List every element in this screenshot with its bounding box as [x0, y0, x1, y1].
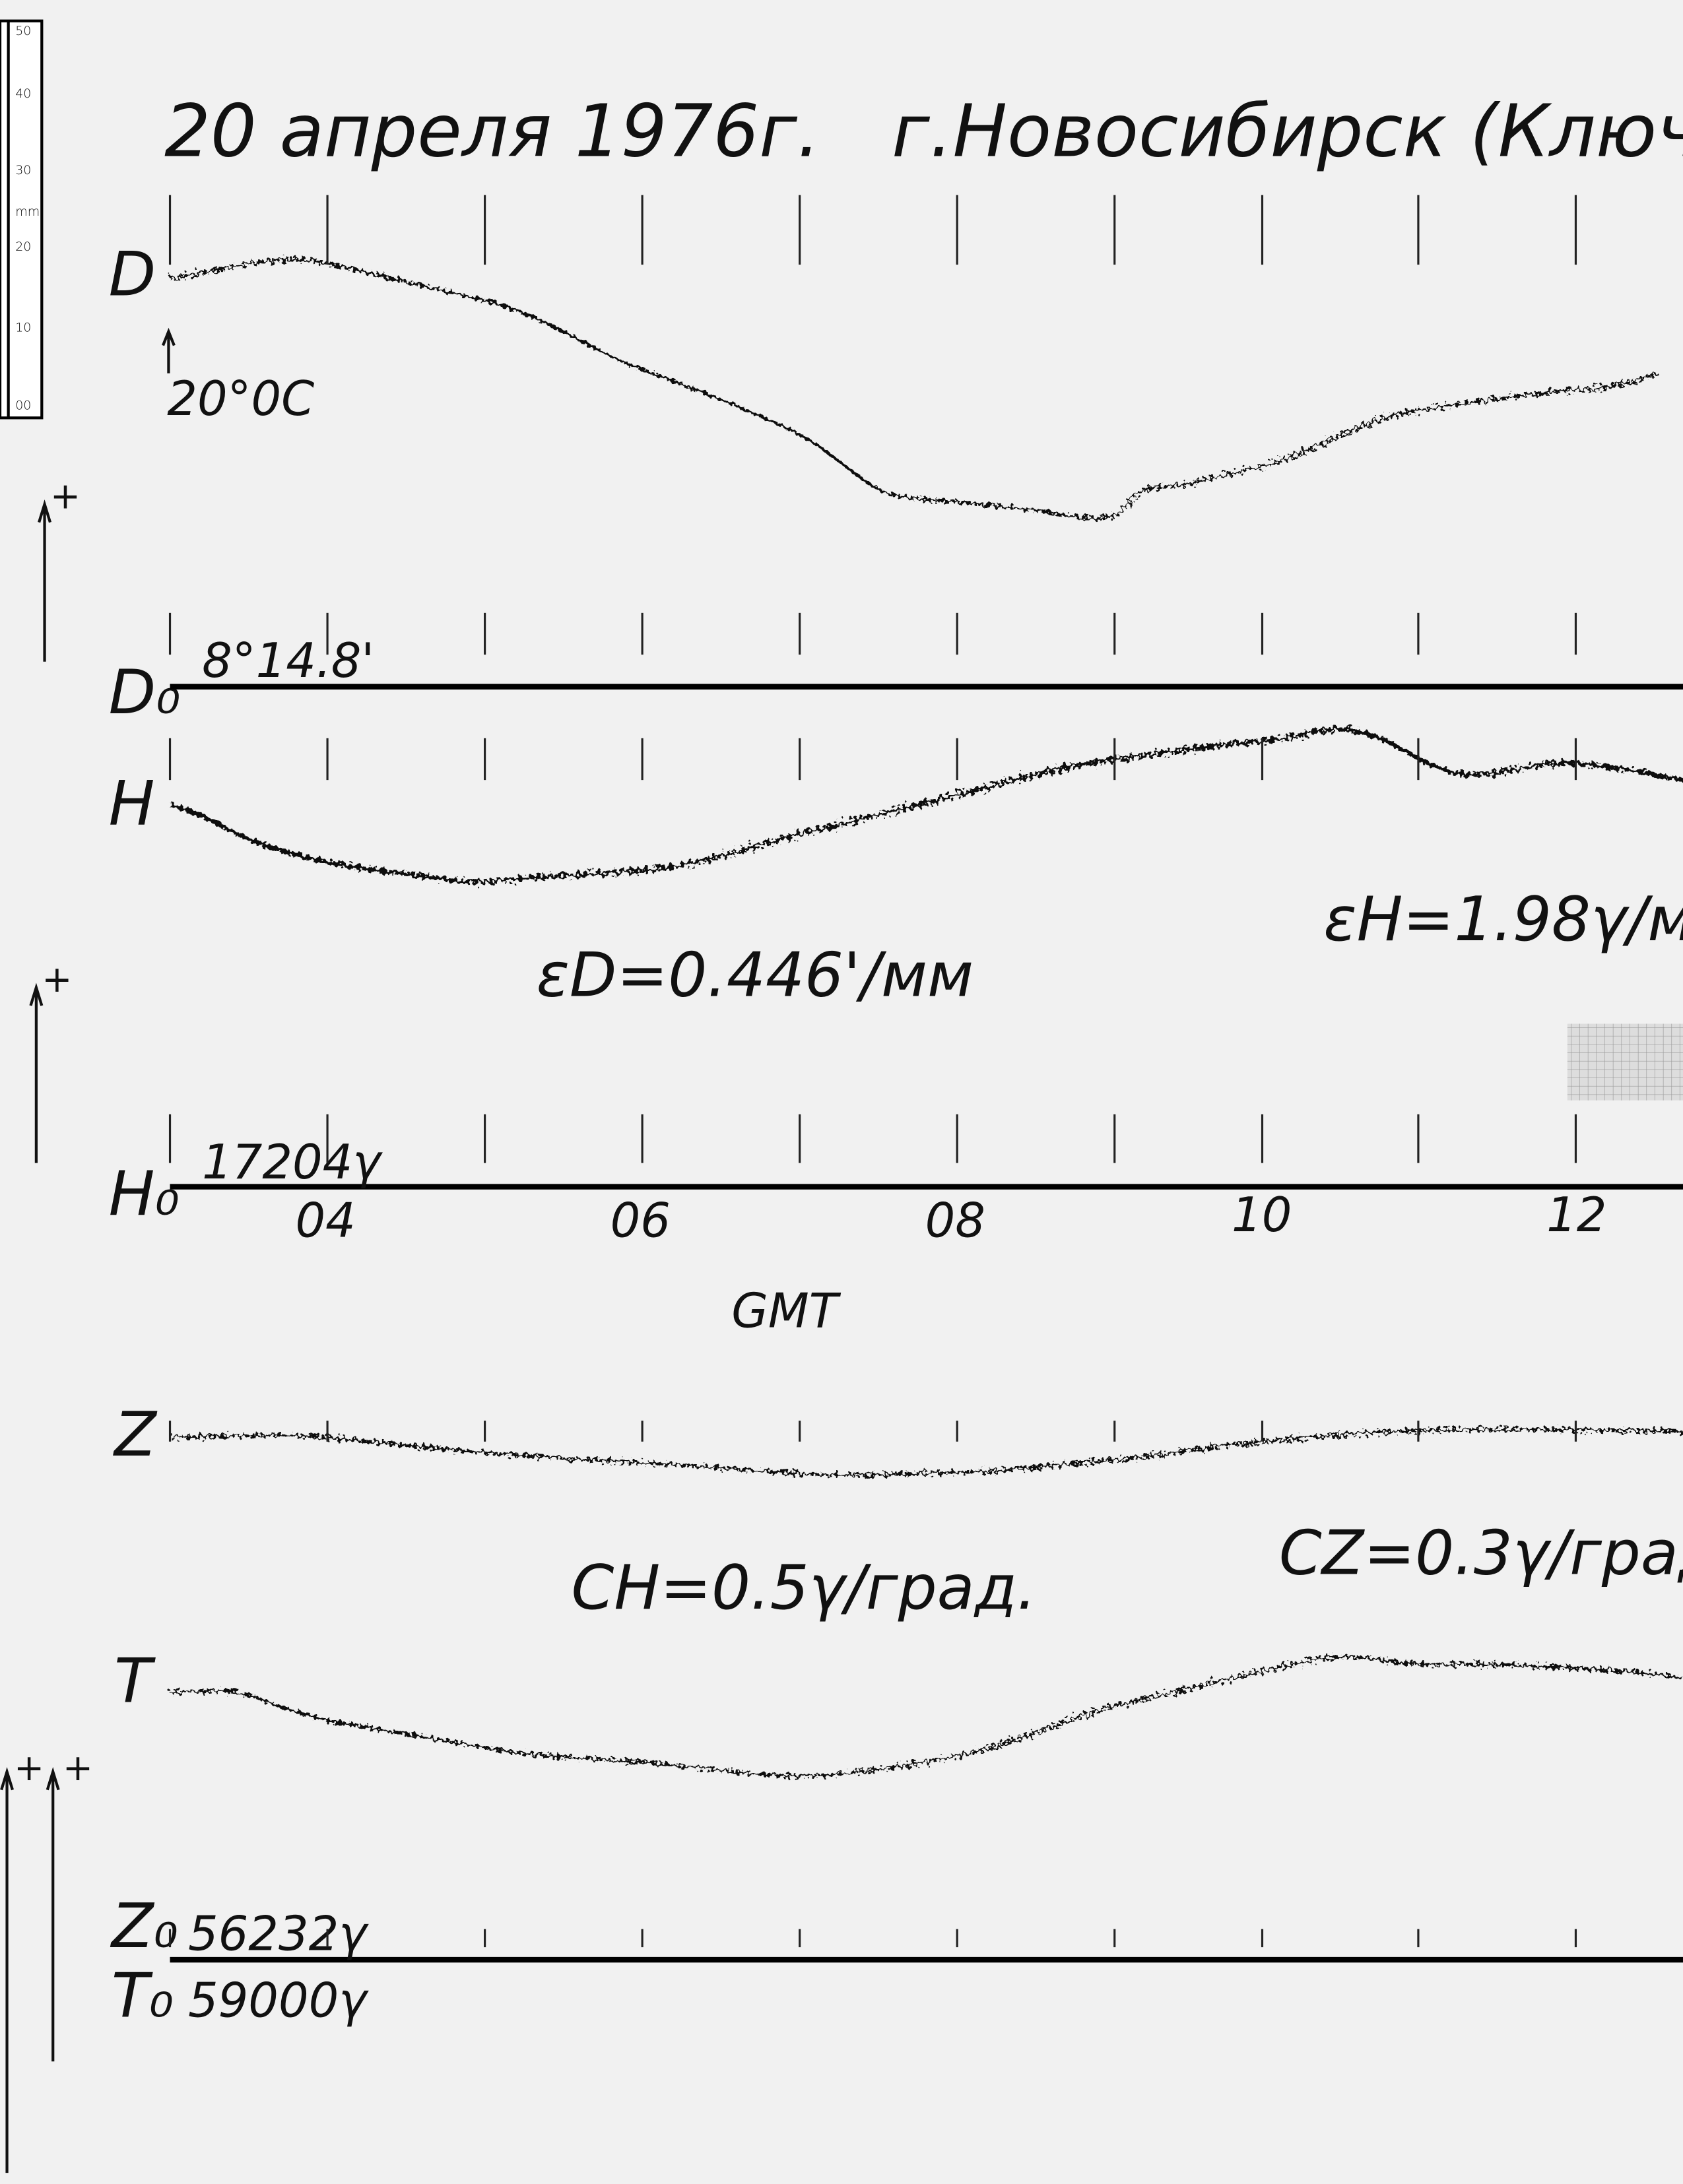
temperature: 20°0C [167, 371, 314, 426]
trace-label: D [109, 239, 156, 310]
trace-label: T [114, 1646, 156, 1717]
trace-h [169, 726, 1683, 884]
ruler-label: 40 [15, 86, 31, 101]
ruler-label: 50 [15, 24, 31, 38]
baseline-label: D₀ [109, 657, 181, 728]
time-label: 08 [925, 1193, 985, 1248]
time-axis-title: GMT [731, 1283, 842, 1339]
scale-factor: εD=0.446'/мм [537, 939, 974, 1010]
trace-z [170, 1428, 1683, 1477]
ruler-unit: mm [15, 205, 40, 219]
ruler-label: 00 [15, 399, 31, 413]
scale-factor: CZ=0.3γ/град. [1279, 1517, 1683, 1588]
baseline-value: 17204γ [202, 1134, 383, 1190]
trace-t [170, 1655, 1683, 1778]
arrow-sign: + [14, 1747, 44, 1789]
date: 20 апреля 1976г. [164, 88, 820, 173]
time-label: 12 [1546, 1187, 1606, 1242]
trace-d [170, 257, 1659, 520]
baseline-label: T₀ [112, 1960, 174, 2032]
time-label: 06 [610, 1193, 671, 1248]
trace-label: Z [112, 1399, 158, 1470]
ruler-label: 20 [15, 240, 31, 254]
ruler-label: 10 [15, 320, 31, 335]
scale-factor: εH=1.98γ/мм [1323, 883, 1683, 955]
ruler-label: 30 [15, 163, 31, 177]
scale-factor: CH=0.5γ/град. [571, 1552, 1036, 1623]
arrow-sign: + [63, 1747, 93, 1789]
baseline-value: 8°14.8' [202, 633, 374, 688]
time-label: 04 [296, 1193, 356, 1248]
arrow-sign: + [50, 475, 81, 517]
station: г.Новосибирск (Ключи [892, 88, 1683, 173]
arrow-sign: + [42, 958, 72, 1000]
trace-label: H [109, 768, 155, 839]
grid-patch [1567, 1023, 1683, 1101]
time-label: 10 [1232, 1187, 1292, 1242]
baseline-value: 56232γ [188, 1906, 369, 1961]
baseline-label: H₀ [109, 1158, 180, 1229]
ruler [0, 19, 44, 420]
baseline-value: 59000γ [188, 1973, 369, 2028]
baseline-label: Z₀ [110, 1890, 178, 1962]
